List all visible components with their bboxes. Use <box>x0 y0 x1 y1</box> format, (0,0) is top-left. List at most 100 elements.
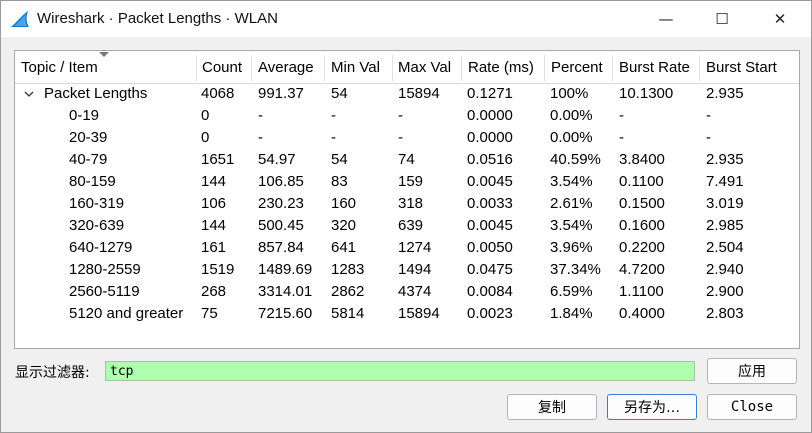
average-cell: 991.37 <box>258 85 304 102</box>
percent-cell: 3.96% <box>550 239 593 256</box>
max-val-cell: 4374 <box>398 283 432 300</box>
display-filter-input[interactable]: tcp <box>105 361 695 381</box>
percent-cell: 1.84% <box>550 305 593 322</box>
row-label: 160-319 <box>69 195 125 212</box>
column-divider[interactable] <box>544 55 545 81</box>
row-label: 5120 and greater <box>69 305 184 322</box>
table-row[interactable]: 2560-5119 268 3314.01 2862 4374 0.0084 6… <box>15 281 799 303</box>
min-val-cell: 160 <box>331 195 357 212</box>
average-cell: 230.23 <box>258 195 304 212</box>
column-header-topic[interactable]: Topic / Item <box>21 59 98 76</box>
title-bar[interactable]: Wireshark · Packet Lengths · WLAN — ☐ ✕ <box>1 1 811 37</box>
average-cell: 7215.60 <box>258 305 313 322</box>
burst-rate-cell: 0.2200 <box>619 239 665 256</box>
max-val-cell: 15894 <box>398 85 440 102</box>
percent-cell: 100% <box>550 85 589 102</box>
count-cell: 0 <box>201 107 210 124</box>
display-filter-label: 显示过滤器: <box>15 365 90 381</box>
count-cell: 75 <box>201 305 218 322</box>
table-row[interactable]: 1280-2559 1519 1489.69 1283 1494 0.0475 … <box>15 259 799 281</box>
max-val-cell: 74 <box>398 151 415 168</box>
average-cell: 857.84 <box>258 239 304 256</box>
burst-start-cell: 2.935 <box>706 85 744 102</box>
close-window-button[interactable]: ✕ <box>773 10 787 28</box>
column-header-max-val[interactable]: Max Val <box>398 59 452 76</box>
burst-rate-cell: 3.8400 <box>619 151 665 168</box>
column-divider[interactable] <box>392 55 393 81</box>
apply-button[interactable]: 应用 <box>707 358 797 384</box>
packet-lengths-tree[interactable]: Topic / Item Count Average Min Val Max V… <box>14 50 800 349</box>
burst-start-cell: 2.803 <box>706 305 744 322</box>
burst-rate-cell: 1.1100 <box>619 283 664 300</box>
burst-rate-cell: - <box>619 129 624 146</box>
column-divider[interactable] <box>196 55 197 81</box>
burst-start-cell: 3.019 <box>706 195 744 212</box>
table-row[interactable]: 20-39 0 - - - 0.0000 0.00% - - <box>15 127 799 149</box>
count-cell: 161 <box>201 239 227 256</box>
column-divider[interactable] <box>699 55 700 81</box>
close-button[interactable]: Close <box>707 394 797 420</box>
count-cell: 144 <box>201 173 227 190</box>
rate-cell: 0.0516 <box>467 151 513 168</box>
burst-rate-cell: 0.1100 <box>619 173 664 190</box>
max-val-cell: - <box>398 107 403 124</box>
column-header-percent[interactable]: Percent <box>551 59 603 76</box>
percent-cell: 0.00% <box>550 107 593 124</box>
tree-header: Topic / Item Count Average Min Val Max V… <box>15 51 799 84</box>
burst-start-cell: 2.985 <box>706 217 744 234</box>
burst-rate-cell: 0.1500 <box>619 195 665 212</box>
percent-cell: 6.59% <box>550 283 593 300</box>
rate-cell: 0.0475 <box>467 261 513 278</box>
column-header-burst-rate[interactable]: Burst Rate <box>619 59 690 76</box>
burst-start-cell: 2.940 <box>706 261 744 278</box>
table-row[interactable]: 640-1279 161 857.84 641 1274 0.0050 3.96… <box>15 237 799 259</box>
average-cell: 106.85 <box>258 173 304 190</box>
min-val-cell: 2862 <box>331 283 365 300</box>
row-label: 20-39 <box>69 129 108 146</box>
maximize-button[interactable]: ☐ <box>715 10 729 28</box>
burst-rate-cell: 10.1300 <box>619 85 674 102</box>
table-row[interactable]: 320-639 144 500.45 320 639 0.0045 3.54% … <box>15 215 799 237</box>
percent-cell: 3.54% <box>550 173 593 190</box>
min-val-cell: - <box>331 129 336 146</box>
rate-cell: 0.0023 <box>467 305 513 322</box>
column-header-count[interactable]: Count <box>202 59 243 76</box>
column-header-min-val[interactable]: Min Val <box>331 59 380 76</box>
table-row[interactable]: 160-319 106 230.23 160 318 0.0033 2.61% … <box>15 193 799 215</box>
row-label: 320-639 <box>69 217 125 234</box>
column-divider[interactable] <box>612 55 613 81</box>
column-header-average[interactable]: Average <box>258 59 314 76</box>
count-cell: 1519 <box>201 261 235 278</box>
row-label: 80-159 <box>69 173 116 190</box>
save-as-button[interactable]: 另存为… <box>607 394 697 420</box>
column-header-rate[interactable]: Rate (ms) <box>468 59 534 76</box>
average-cell: - <box>258 129 263 146</box>
min-val-cell: 1283 <box>331 261 365 278</box>
row-label: Packet Lengths <box>44 85 148 102</box>
burst-rate-cell: 0.4000 <box>619 305 665 322</box>
rate-cell: 0.0084 <box>467 283 513 300</box>
tree-row-packet-lengths[interactable]: Packet Lengths 4068 991.37 54 15894 0.12… <box>15 83 799 105</box>
min-val-cell: 641 <box>331 239 357 256</box>
min-val-cell: 83 <box>331 173 348 190</box>
min-val-cell: 54 <box>331 151 348 168</box>
count-cell: 144 <box>201 217 227 234</box>
column-divider[interactable] <box>324 55 325 81</box>
count-cell: 1651 <box>201 151 235 168</box>
max-val-cell: 159 <box>398 173 424 190</box>
column-header-burst-start[interactable]: Burst Start <box>706 59 777 76</box>
rate-cell: 0.0000 <box>467 107 513 124</box>
burst-rate-cell: 4.7200 <box>619 261 665 278</box>
table-row[interactable]: 5120 and greater 75 7215.60 5814 15894 0… <box>15 303 799 325</box>
table-row[interactable]: 40-79 1651 54.97 54 74 0.0516 40.59% 3.8… <box>15 149 799 171</box>
max-val-cell: 15894 <box>398 305 440 322</box>
table-row[interactable]: 0-19 0 - - - 0.0000 0.00% - - <box>15 105 799 127</box>
percent-cell: 37.34% <box>550 261 601 278</box>
column-divider[interactable] <box>251 55 252 81</box>
copy-button[interactable]: 复制 <box>507 394 597 420</box>
chevron-down-icon[interactable] <box>23 88 35 100</box>
minimize-button[interactable]: — <box>658 10 674 28</box>
column-divider[interactable] <box>461 55 462 81</box>
table-row[interactable]: 80-159 144 106.85 83 159 0.0045 3.54% 0.… <box>15 171 799 193</box>
